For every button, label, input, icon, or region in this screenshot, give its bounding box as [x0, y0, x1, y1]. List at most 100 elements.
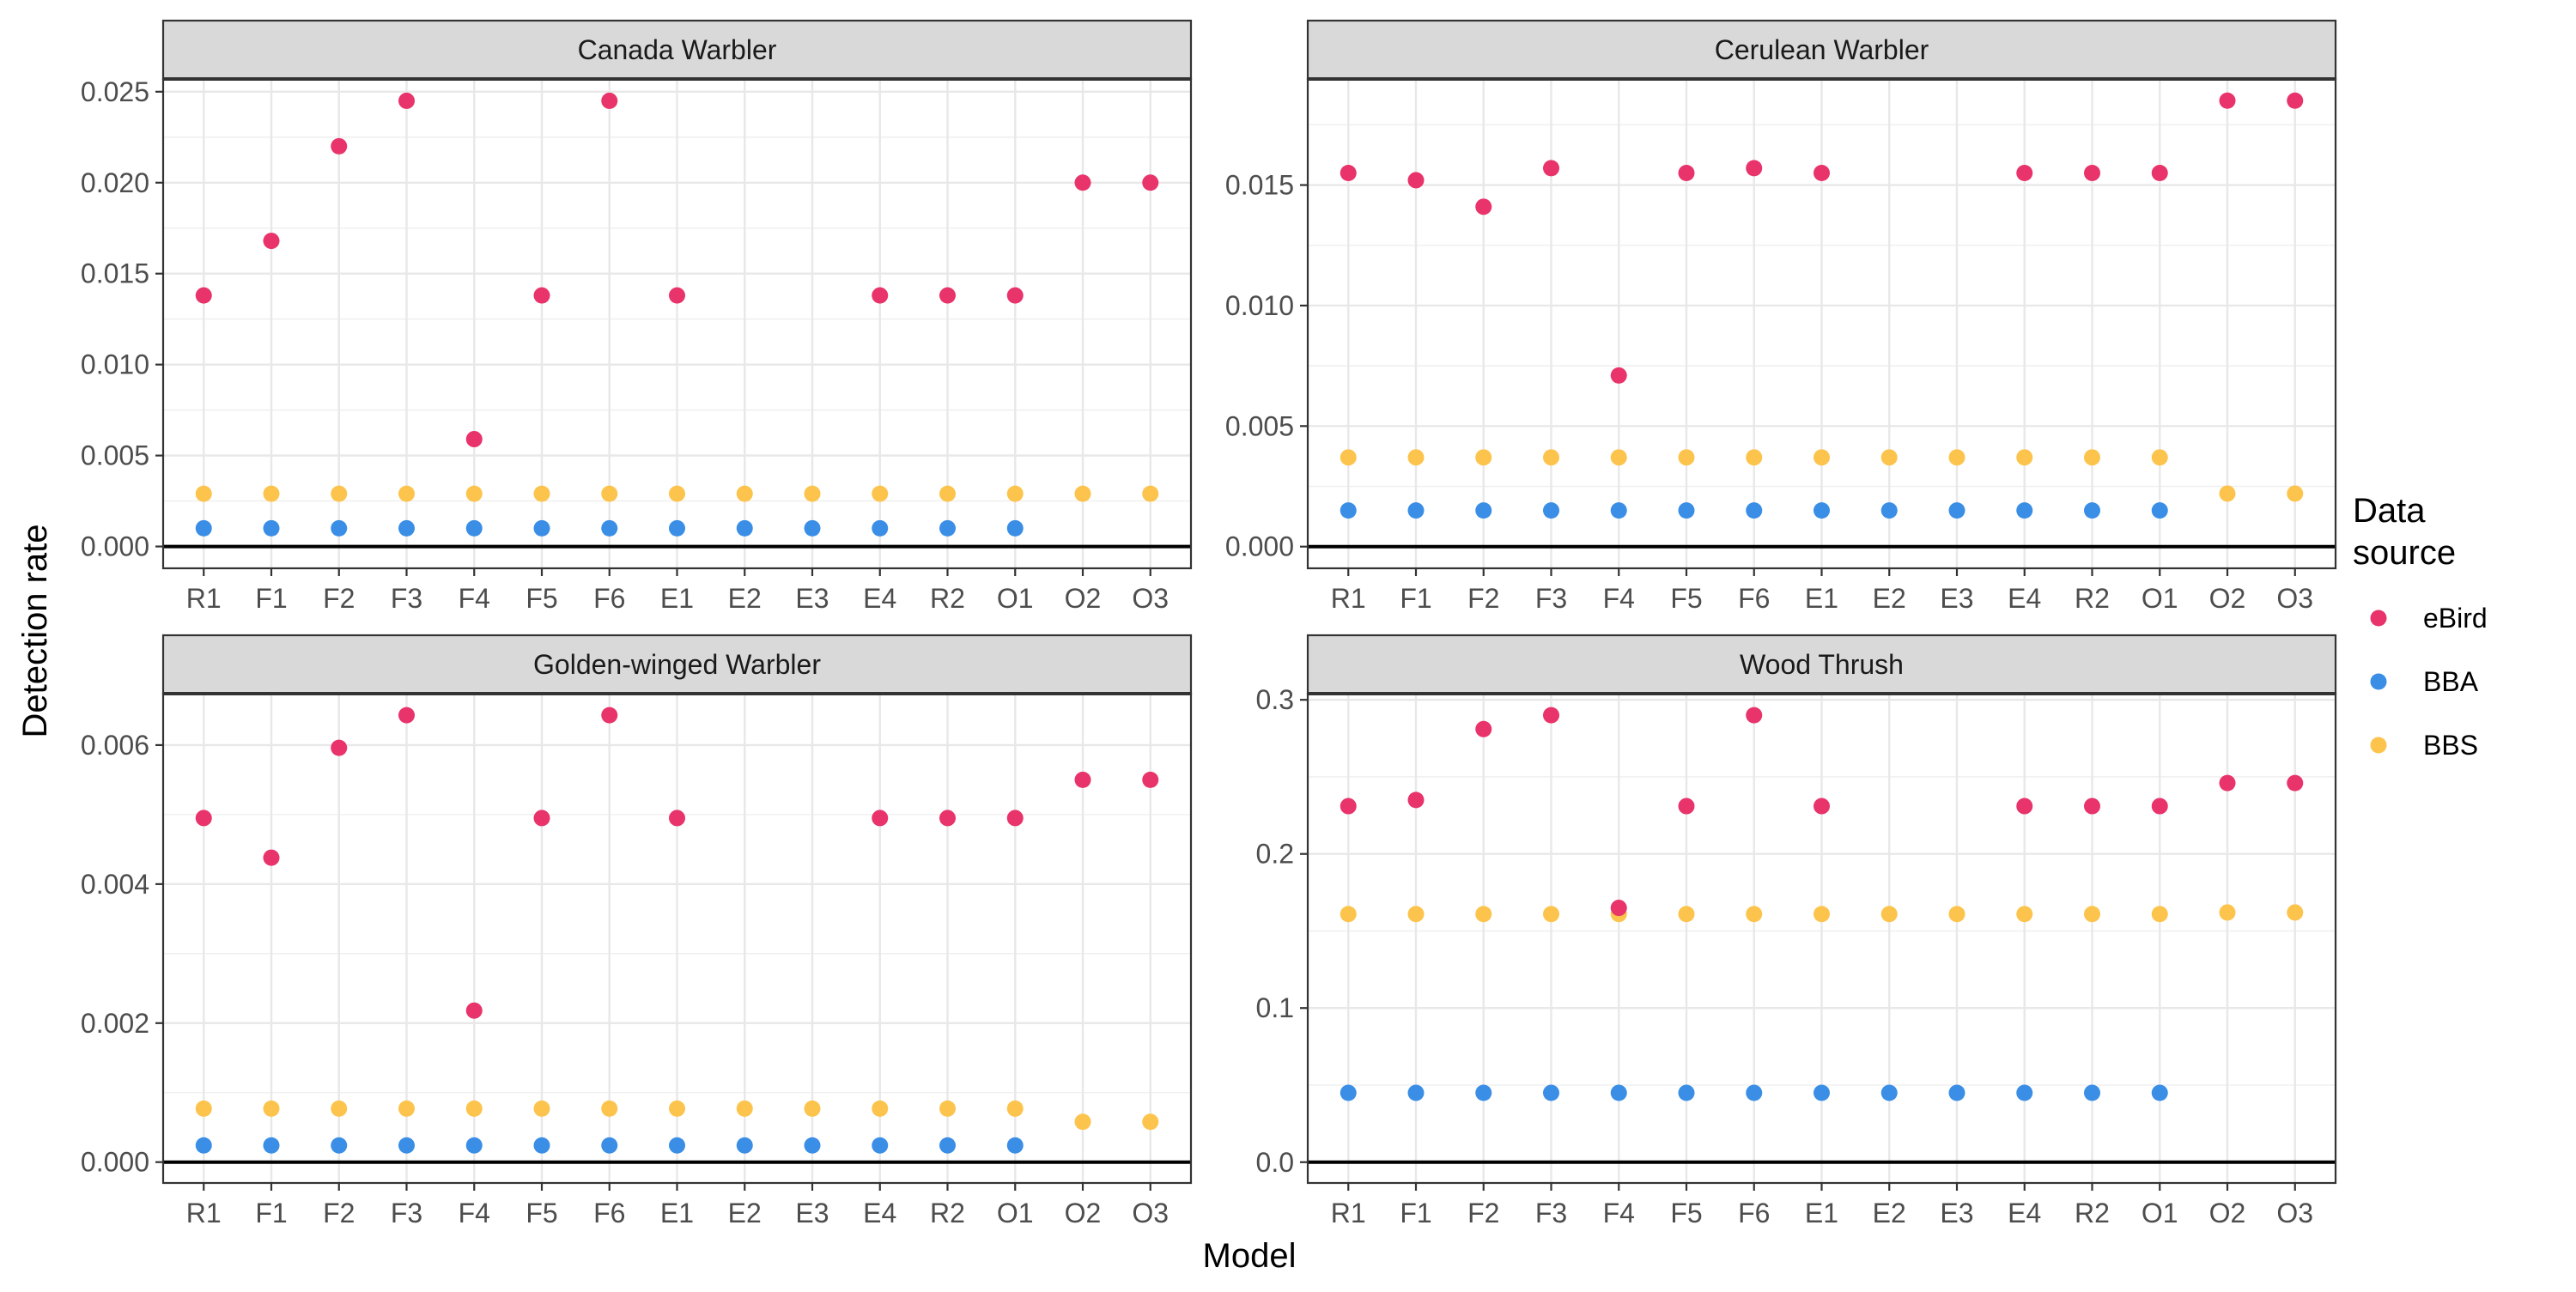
data-point-ebird — [1074, 174, 1091, 191]
x-tick-label: E2 — [1873, 1198, 1906, 1228]
x-tick-label: O3 — [1132, 583, 1169, 614]
data-point-bba — [465, 519, 483, 537]
y-tick-label: 0.2 — [1256, 839, 1294, 870]
data-point-bbs — [1407, 906, 1425, 923]
y-tick-label: 0.006 — [81, 730, 149, 761]
data-point-ebird — [263, 233, 280, 250]
data-point-bba — [1678, 502, 1695, 519]
data-point-bba — [263, 1137, 280, 1154]
data-point-bbs — [195, 1100, 212, 1117]
x-tick-label: E4 — [2008, 1198, 2041, 1228]
data-point-bbs — [1678, 906, 1695, 923]
data-point-bbs — [601, 485, 618, 502]
data-point-bba — [2016, 1084, 2033, 1101]
data-point-bba — [804, 1137, 821, 1154]
data-point-bbs — [1678, 449, 1695, 466]
x-tick-label: O1 — [2142, 1198, 2178, 1228]
data-point-bbs — [804, 1100, 821, 1117]
data-point-bba — [195, 519, 212, 537]
x-tick-label: E2 — [728, 583, 762, 614]
data-point-ebird — [195, 287, 212, 304]
y-tick-label: 0.000 — [81, 1147, 149, 1178]
legend-label: BBS — [2423, 730, 2478, 761]
y-tick-label: 0.004 — [81, 869, 149, 900]
data-point-bbs — [804, 485, 821, 502]
data-point-bbs — [195, 485, 212, 502]
data-point-bba — [1880, 502, 1898, 519]
data-point-ebird — [601, 707, 618, 724]
y-tick-label: 0.005 — [1225, 410, 1294, 441]
x-tick-label: F6 — [593, 1198, 625, 1228]
x-tick-label: E1 — [660, 1198, 694, 1228]
x-tick-label: F4 — [459, 1198, 490, 1228]
x-tick-label: O3 — [2276, 1198, 2313, 1228]
y-tick-label: 0.015 — [1225, 170, 1294, 201]
x-tick-label: O1 — [997, 583, 1034, 614]
data-point-bba — [1340, 502, 1357, 519]
data-point-ebird — [2016, 165, 2033, 182]
data-point-bba — [1475, 1084, 1492, 1101]
data-point-bba — [533, 1137, 550, 1154]
data-point-ebird — [465, 431, 483, 448]
data-point-bbs — [1475, 449, 1492, 466]
x-tick-label: O2 — [1065, 583, 1102, 614]
data-point-bbs — [872, 485, 889, 502]
data-point-bba — [1814, 502, 1830, 519]
legend-label: eBird — [2423, 603, 2488, 634]
data-point-ebird — [939, 810, 956, 827]
facet-strip — [1306, 634, 2337, 695]
data-point-bbs — [1880, 906, 1898, 923]
data-point-bba — [398, 519, 415, 537]
data-point-bba — [1678, 1084, 1695, 1101]
x-tick-label: F2 — [1467, 1198, 1499, 1228]
data-point-bbs — [1340, 449, 1357, 466]
x-tick-label: O3 — [1132, 1198, 1169, 1228]
data-point-bbs — [939, 1100, 956, 1117]
x-tick-label: F1 — [1400, 1198, 1431, 1228]
x-tick-label: F2 — [1467, 583, 1499, 614]
facet-strip — [161, 634, 1193, 695]
data-point-ebird — [465, 1002, 483, 1019]
data-point-ebird — [1610, 367, 1627, 384]
data-point-bbs — [1814, 449, 1830, 466]
y-axis-title: Detection rate — [16, 524, 54, 737]
y-tick-label: 0.002 — [81, 1008, 149, 1039]
x-tick-label: F6 — [593, 583, 625, 614]
data-point-ebird — [872, 810, 889, 827]
x-tick-label: R1 — [186, 1198, 222, 1228]
x-tick-label: E3 — [1940, 1198, 1973, 1228]
data-point-bbs — [2287, 485, 2304, 502]
data-point-ebird — [1678, 165, 1695, 182]
data-point-bba — [2151, 1084, 2168, 1101]
x-tick-label: R2 — [2075, 583, 2110, 614]
data-point-bbs — [2016, 906, 2033, 923]
data-point-bba — [872, 1137, 889, 1154]
data-point-bba — [669, 519, 685, 537]
data-point-bba — [2084, 502, 2100, 519]
x-tick-label: F3 — [391, 583, 422, 614]
data-point-bbs — [398, 485, 415, 502]
data-point-bba — [2016, 502, 2033, 519]
data-point-bba — [1407, 1084, 1425, 1101]
x-tick-label: E1 — [660, 583, 694, 614]
data-point-ebird — [872, 287, 889, 304]
data-point-bba — [2151, 502, 2168, 519]
data-point-ebird — [1814, 798, 1830, 815]
x-tick-label: F1 — [1400, 583, 1431, 614]
x-tick-label: F1 — [255, 1198, 287, 1228]
data-point-ebird — [2219, 92, 2236, 109]
data-point-bba — [1746, 502, 1763, 519]
data-point-ebird — [2287, 92, 2304, 109]
data-point-bbs — [872, 1100, 889, 1117]
data-point-bba — [195, 1137, 212, 1154]
data-point-bbs — [1948, 449, 1965, 466]
x-tick-label: F6 — [1738, 1198, 1770, 1228]
data-point-bbs — [1407, 449, 1425, 466]
data-point-ebird — [2219, 774, 2236, 792]
x-tick-label: E3 — [795, 1198, 829, 1228]
data-point-bbs — [2151, 906, 2168, 923]
legend-title: source — [2353, 534, 2456, 572]
x-tick-label: R1 — [186, 583, 222, 614]
data-point-ebird — [2151, 798, 2168, 815]
